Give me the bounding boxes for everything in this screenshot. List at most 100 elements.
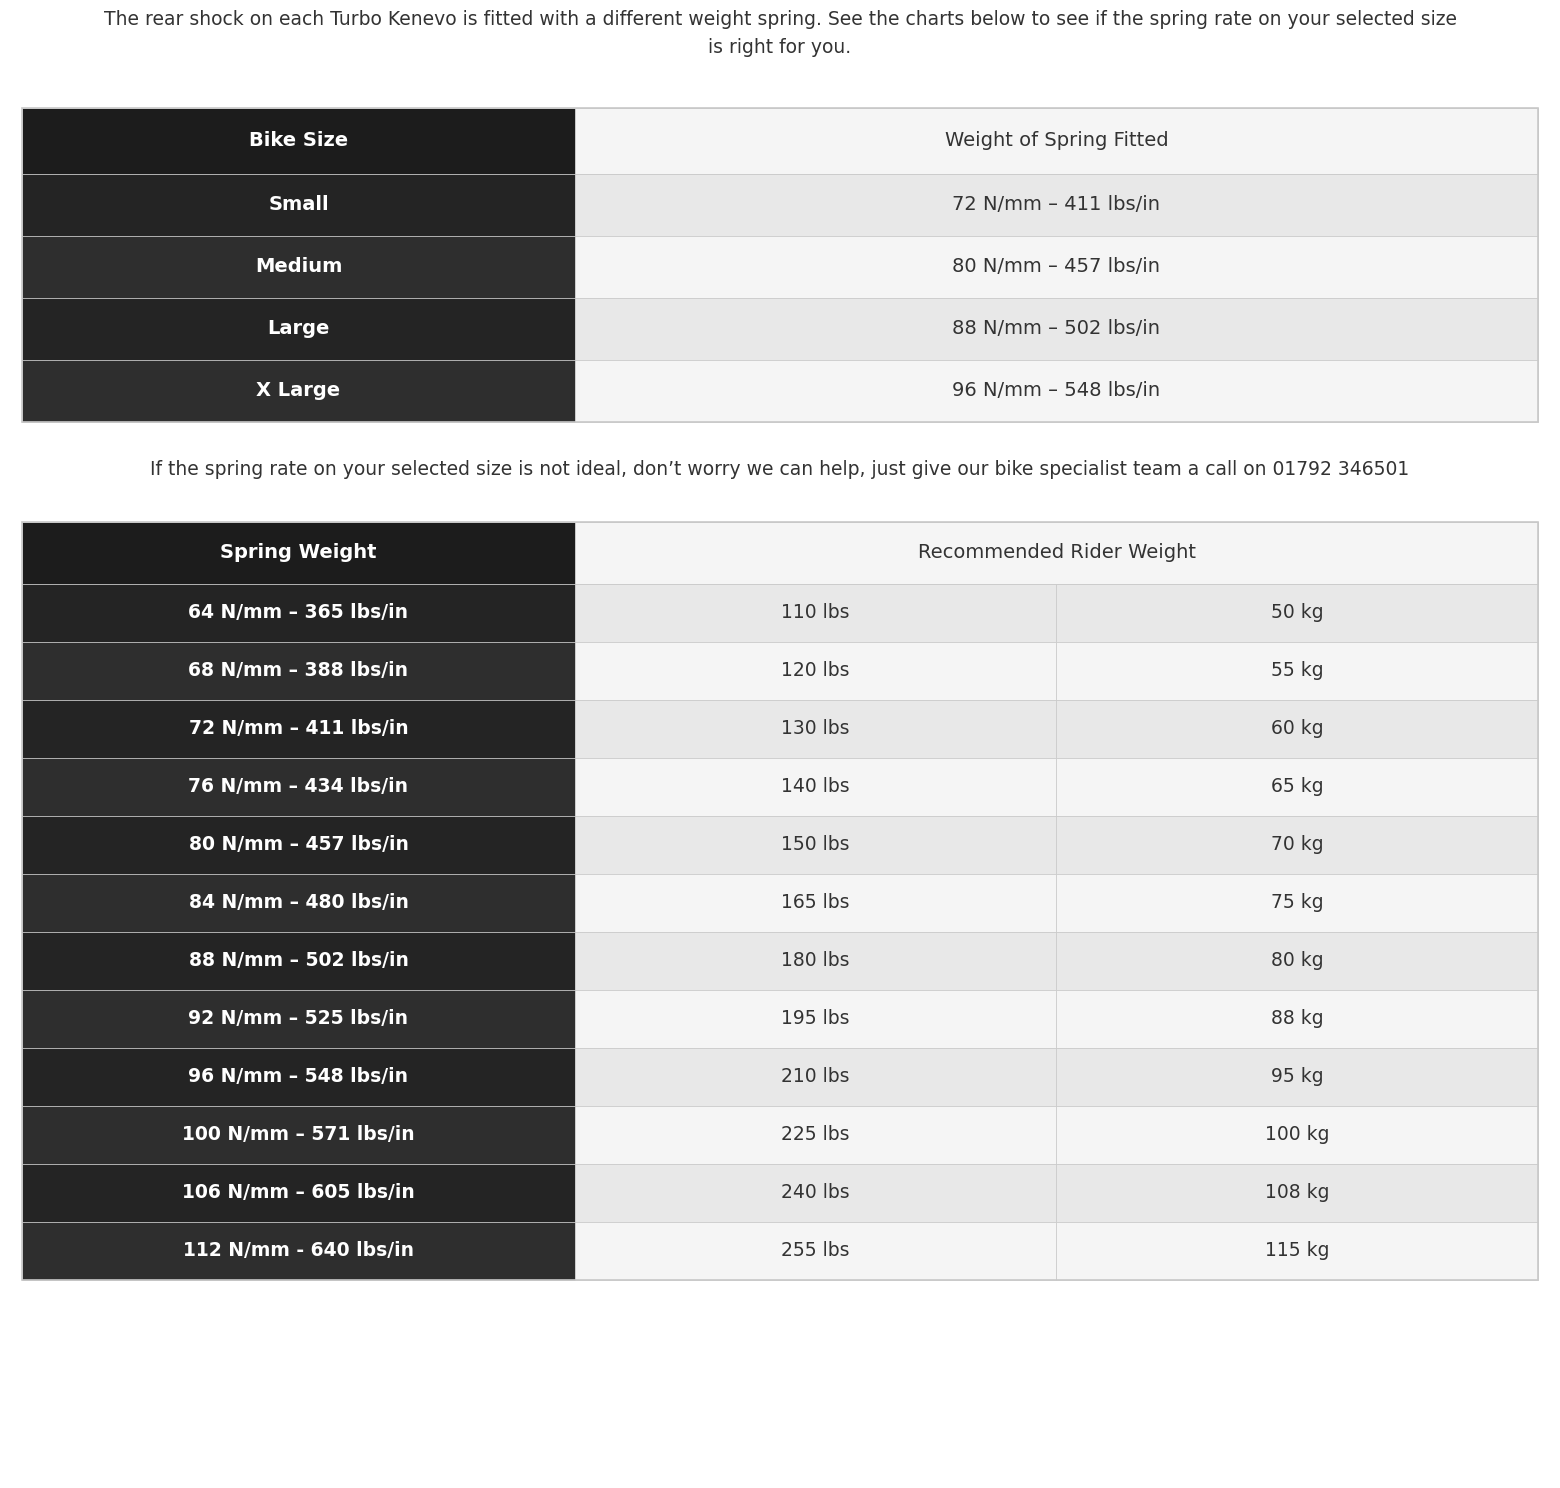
Text: 95 kg: 95 kg (1271, 1067, 1323, 1086)
Bar (576, 237, 1538, 298)
Bar (1056, 873, 1538, 931)
Bar (22, 931, 576, 990)
Text: 84 N/mm – 480 lbs/in: 84 N/mm – 480 lbs/in (189, 893, 409, 912)
Text: Medium: Medium (254, 257, 342, 277)
Text: 72 N/mm – 411 lbs/in: 72 N/mm – 411 lbs/in (189, 720, 409, 738)
Bar (22, 298, 576, 360)
Bar (22, 873, 576, 931)
Bar (22, 641, 576, 699)
Bar (22, 583, 576, 641)
Bar (22, 237, 576, 298)
Text: 240 lbs: 240 lbs (782, 1183, 850, 1202)
Bar (576, 641, 1056, 699)
Text: 65 kg: 65 kg (1271, 778, 1323, 796)
Bar (22, 699, 576, 757)
Text: 55 kg: 55 kg (1271, 662, 1323, 680)
Bar (22, 522, 576, 583)
Text: 100 N/mm – 571 lbs/in: 100 N/mm – 571 lbs/in (183, 1125, 415, 1144)
Text: 210 lbs: 210 lbs (782, 1067, 850, 1086)
Text: 106 N/mm – 605 lbs/in: 106 N/mm – 605 lbs/in (183, 1183, 415, 1202)
Bar (576, 815, 1056, 873)
Bar (576, 1164, 1056, 1222)
Text: 150 lbs: 150 lbs (782, 835, 850, 854)
Bar (1056, 1048, 1538, 1106)
Bar (22, 109, 1538, 423)
Text: 50 kg: 50 kg (1271, 604, 1323, 622)
Bar (1056, 583, 1538, 641)
Bar (576, 109, 1538, 174)
Text: 88 N/mm – 502 lbs/in: 88 N/mm – 502 lbs/in (953, 320, 1161, 338)
Bar (1056, 815, 1538, 873)
Text: 255 lbs: 255 lbs (782, 1241, 850, 1260)
Bar (1056, 1106, 1538, 1164)
Text: 76 N/mm – 434 lbs/in: 76 N/mm – 434 lbs/in (189, 778, 409, 796)
Bar (576, 1106, 1056, 1164)
Text: 96 N/mm – 548 lbs/in: 96 N/mm – 548 lbs/in (953, 381, 1161, 400)
Bar (22, 990, 576, 1048)
Text: 165 lbs: 165 lbs (782, 893, 850, 912)
Bar (22, 1048, 576, 1106)
Bar (576, 699, 1056, 757)
Text: 80 N/mm – 457 lbs/in: 80 N/mm – 457 lbs/in (953, 257, 1161, 277)
Bar (1056, 1222, 1538, 1280)
Text: 112 N/mm - 640 lbs/in: 112 N/mm - 640 lbs/in (183, 1241, 413, 1260)
Text: 225 lbs: 225 lbs (782, 1125, 850, 1144)
Bar (576, 931, 1056, 990)
Text: 96 N/mm – 548 lbs/in: 96 N/mm – 548 lbs/in (189, 1067, 409, 1086)
Text: 110 lbs: 110 lbs (782, 604, 850, 622)
Text: 72 N/mm – 411 lbs/in: 72 N/mm – 411 lbs/in (953, 195, 1161, 214)
Bar (576, 1222, 1056, 1280)
Text: 140 lbs: 140 lbs (782, 778, 850, 796)
Bar (576, 583, 1056, 641)
Text: 115 kg: 115 kg (1265, 1241, 1329, 1260)
Bar (22, 1164, 576, 1222)
Text: 195 lbs: 195 lbs (782, 1009, 850, 1028)
Text: 88 kg: 88 kg (1271, 1009, 1323, 1028)
Bar (22, 360, 576, 423)
Text: 75 kg: 75 kg (1271, 893, 1323, 912)
Text: X Large: X Large (256, 381, 340, 400)
Bar (22, 1222, 576, 1280)
Text: 64 N/mm – 365 lbs/in: 64 N/mm – 365 lbs/in (189, 604, 409, 622)
Bar (22, 757, 576, 815)
Text: Bike Size: Bike Size (250, 131, 348, 150)
Bar (576, 522, 1538, 583)
Bar (576, 174, 1538, 237)
Text: 120 lbs: 120 lbs (782, 662, 850, 680)
Text: 68 N/mm – 388 lbs/in: 68 N/mm – 388 lbs/in (189, 662, 409, 680)
Bar (22, 815, 576, 873)
Bar (576, 757, 1056, 815)
Bar (576, 873, 1056, 931)
Bar (1056, 757, 1538, 815)
Text: is right for you.: is right for you. (708, 39, 852, 57)
Bar (22, 522, 1538, 1280)
Bar (1056, 699, 1538, 757)
Text: 70 kg: 70 kg (1271, 835, 1323, 854)
Text: 60 kg: 60 kg (1271, 720, 1323, 738)
Bar (1056, 641, 1538, 699)
Bar (1056, 990, 1538, 1048)
Bar (22, 174, 576, 237)
Bar (576, 1048, 1056, 1106)
Text: 180 lbs: 180 lbs (782, 951, 850, 970)
Text: 100 kg: 100 kg (1265, 1125, 1329, 1144)
Text: 80 N/mm – 457 lbs/in: 80 N/mm – 457 lbs/in (189, 835, 409, 854)
Bar (1056, 1164, 1538, 1222)
Bar (22, 1106, 576, 1164)
Text: Spring Weight: Spring Weight (220, 543, 378, 562)
Text: 88 N/mm – 502 lbs/in: 88 N/mm – 502 lbs/in (189, 951, 409, 970)
Bar (22, 109, 576, 174)
Text: Weight of Spring Fitted: Weight of Spring Fitted (945, 131, 1168, 150)
Text: 92 N/mm – 525 lbs/in: 92 N/mm – 525 lbs/in (189, 1009, 409, 1028)
Text: Recommended Rider Weight: Recommended Rider Weight (917, 543, 1195, 562)
Text: Small: Small (268, 195, 329, 214)
Text: 108 kg: 108 kg (1265, 1183, 1329, 1202)
Text: If the spring rate on your selected size is not ideal, don’t worry we can help, : If the spring rate on your selected size… (150, 460, 1410, 479)
Text: 80 kg: 80 kg (1271, 951, 1323, 970)
Bar (576, 298, 1538, 360)
Text: 130 lbs: 130 lbs (782, 720, 850, 738)
Text: The rear shock on each Turbo Kenevo is fitted with a different weight spring. Se: The rear shock on each Turbo Kenevo is f… (103, 10, 1457, 28)
Bar (576, 990, 1056, 1048)
Bar (576, 360, 1538, 423)
Text: Large: Large (267, 320, 329, 338)
